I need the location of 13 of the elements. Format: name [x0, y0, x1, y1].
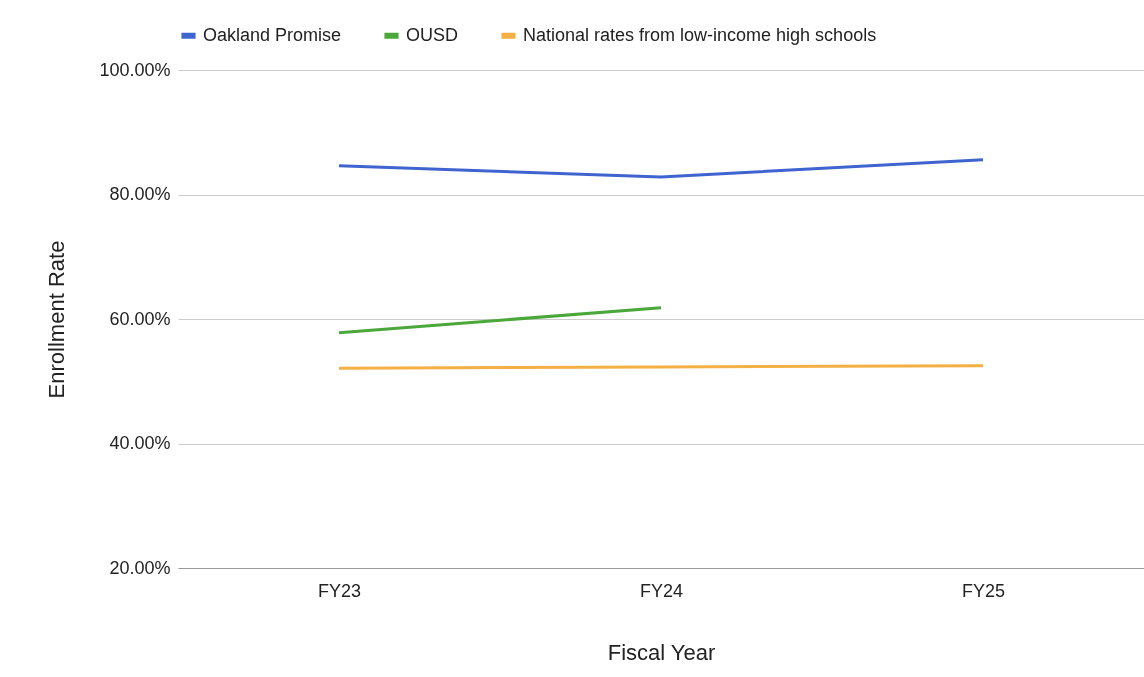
legend-label: Oakland Promise	[203, 24, 342, 45]
x-tick-label: FY24	[639, 580, 684, 601]
y-tick-label: 40.00%	[109, 433, 171, 453]
legend-label: National rates from low-income high schools	[523, 24, 877, 45]
x-tick-label: FY23	[317, 580, 362, 601]
y-tick-label: 100.00%	[99, 59, 171, 80]
legend-label: OUSD	[406, 24, 459, 45]
y-axis-title: Enrollment Rate	[44, 240, 70, 399]
y-tick-label: 60.00%	[109, 308, 171, 329]
x-tick-label: FY25	[961, 580, 1006, 601]
y-tick-label: 80.00%	[109, 184, 171, 204]
x-axis-title: Fiscal Year	[607, 639, 716, 665]
y-tick-label: 20.00%	[109, 557, 171, 578]
